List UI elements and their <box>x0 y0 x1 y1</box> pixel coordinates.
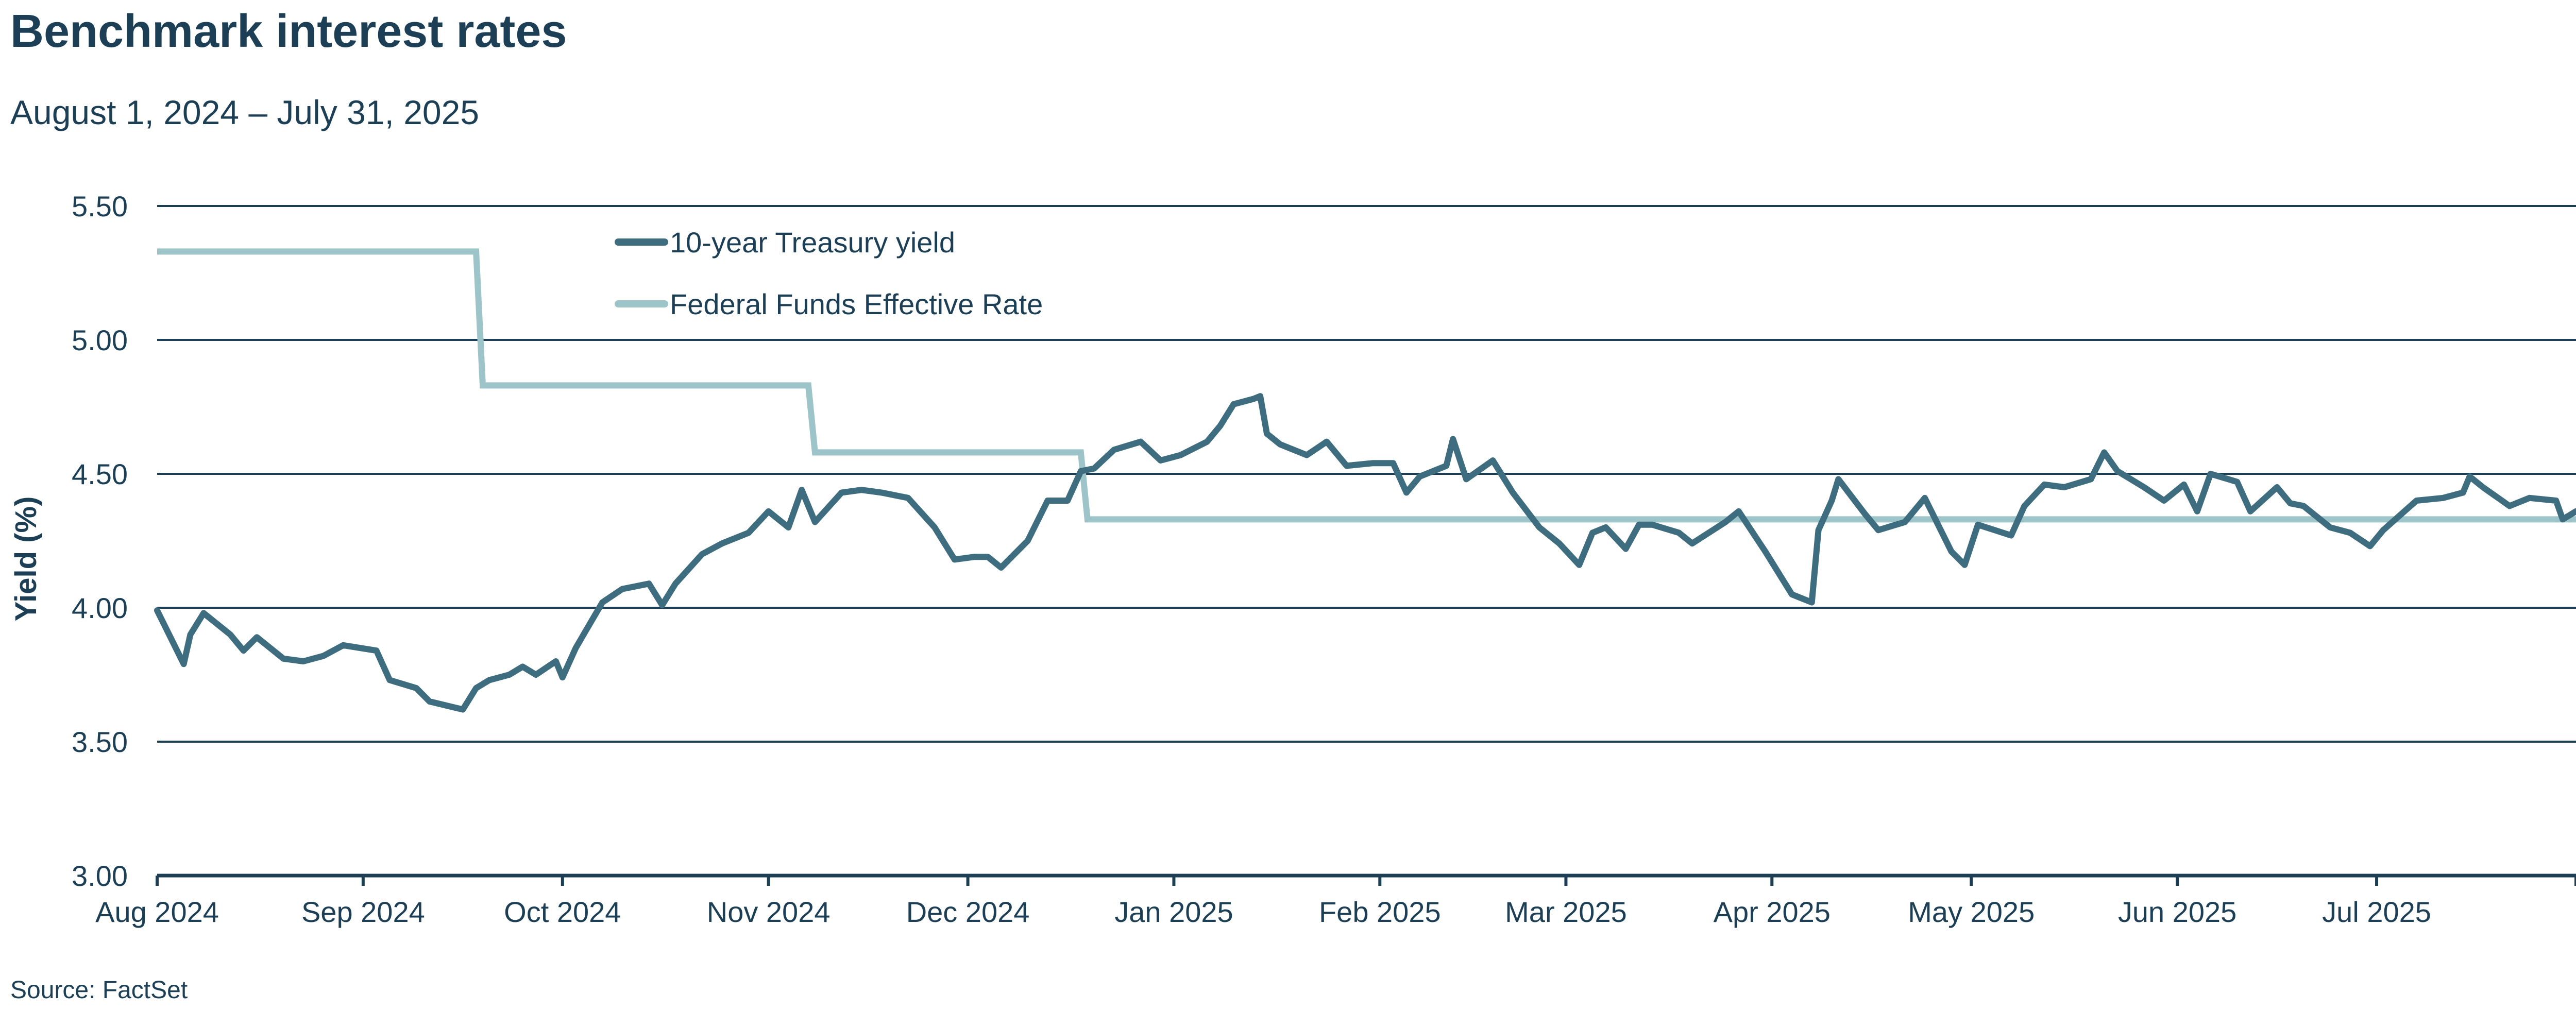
x-tick-label: Jul 2025 <box>2322 896 2431 928</box>
y-tick-label: 4.00 <box>72 592 128 624</box>
y-tick-label: 5.00 <box>72 324 128 356</box>
y-tick-label: 4.50 <box>72 458 128 490</box>
x-tick-label: Dec 2024 <box>906 896 1030 928</box>
y-axis: 3.00 3.50 4.00 4.50 5.00 5.50 <box>72 190 128 892</box>
series-line-10-year-treasury <box>154 393 2576 713</box>
x-tick-label: Oct 2024 <box>504 896 621 928</box>
y-tick-label: 3.00 <box>72 860 128 892</box>
chart-title: Benchmark interest rates <box>10 6 567 57</box>
x-tick-label: Apr 2025 <box>1714 896 1831 928</box>
x-tick-label: Aug 2024 <box>95 896 219 928</box>
source-note: Source: FactSet <box>10 977 188 1004</box>
x-tick-label: Mar 2025 <box>1505 896 1627 928</box>
x-tick-label: Jun 2025 <box>2118 896 2236 928</box>
legend-label: 10-year Treasury yield <box>670 226 955 259</box>
x-axis: Aug 2024 Sep 2024 Oct 2024 Nov 2024 Dec 2024… <box>95 874 2576 928</box>
x-tick-label: Feb 2025 <box>1319 896 1441 928</box>
x-tick-label: Sep 2024 <box>301 896 425 928</box>
legend-label: Federal Funds Effective Rate <box>670 288 1043 320</box>
y-tick-label: 5.50 <box>72 190 128 222</box>
legend: 10-year Treasury yield Federal Funds Effe… <box>615 226 1043 320</box>
x-tick-label: Jan 2025 <box>1114 896 1233 928</box>
x-tick-label: Nov 2024 <box>707 896 831 928</box>
series-line-federal-funds-rate <box>157 248 2576 523</box>
x-tick-label: May 2025 <box>1908 896 2035 928</box>
series-lines <box>154 248 2576 713</box>
gridlines <box>157 205 2576 743</box>
y-axis-title: Yield (%) <box>9 497 43 622</box>
y-tick-label: 3.50 <box>72 726 128 758</box>
chart-subtitle: August 1, 2024 – July 31, 2025 <box>10 93 480 131</box>
